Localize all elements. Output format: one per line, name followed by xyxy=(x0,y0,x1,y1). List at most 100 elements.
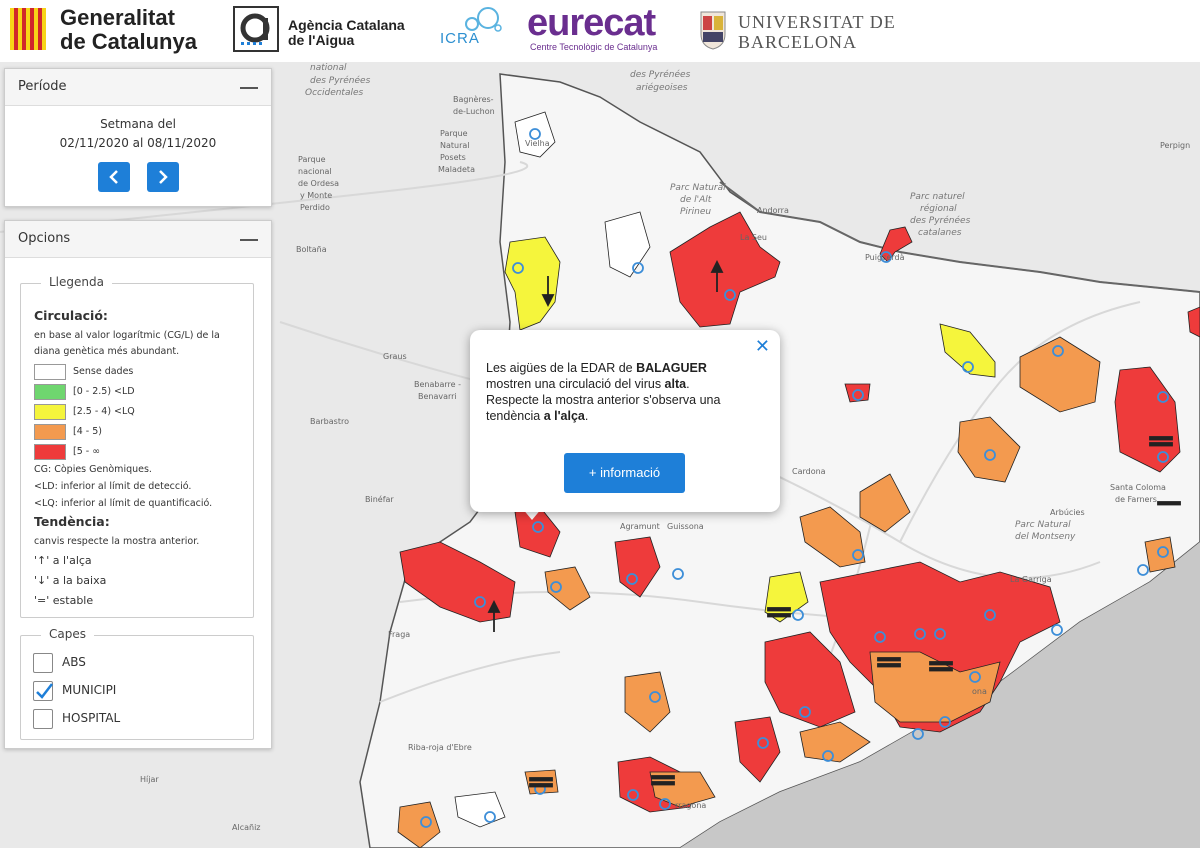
ld-note: <LD: inferior al límit de detecció. xyxy=(34,481,192,492)
svg-text:Boltaña: Boltaña xyxy=(296,245,327,254)
svg-text:Puigcerdà: Puigcerdà xyxy=(865,253,905,262)
eurecat-logo-subtitle: Centre Tecnològic de Catalunya xyxy=(530,42,658,52)
trend-title: Tendència: xyxy=(34,514,110,529)
edar-info-popup: ✕ Les aigües de la EDAR de BALAGUER most… xyxy=(470,330,780,512)
svg-text:Graus: Graus xyxy=(383,352,407,361)
periode-panel-header: Període xyxy=(5,69,271,106)
opcions-panel: Opcions Llegenda Circulació: en base al … xyxy=(4,220,272,749)
legend-class-label: [4 - 5) xyxy=(73,426,102,437)
close-icon[interactable]: ✕ xyxy=(754,336,770,357)
svg-text:Natural: Natural xyxy=(440,141,470,150)
trend-desc: canvis respecte la mostra anterior. xyxy=(34,536,200,547)
circulation-desc: en base al valor logarítmic (CG/L) de la xyxy=(34,330,220,341)
abs-label[interactable]: ABS xyxy=(62,655,86,669)
svg-text:del Montseny: del Montseny xyxy=(1015,532,1076,542)
svg-text:Pirineu: Pirineu xyxy=(680,207,711,217)
opcions-title: Opcions xyxy=(18,231,71,246)
layers-box: Capes ABS MUNICIPI HOSPITAL xyxy=(20,627,254,740)
svg-text:national: national xyxy=(310,63,347,73)
circulation-title: Circulació: xyxy=(34,308,108,323)
map-labels: national des Pyrénées Occidentales natio… xyxy=(140,62,1190,832)
hospital-label[interactable]: HOSPITAL xyxy=(62,711,121,725)
legend-box: Llegenda Circulació: en base al valor lo… xyxy=(20,275,254,618)
svg-text:de Farners: de Farners xyxy=(1115,495,1157,504)
municipality-polygons[interactable] xyxy=(397,111,1200,848)
svg-text:rragona: rragona xyxy=(675,801,706,810)
svg-text:La Seu: La Seu xyxy=(740,233,767,242)
svg-text:des Pyrénées: des Pyrénées xyxy=(310,75,371,86)
legend-class-label: [2.5 - 4) <LQ xyxy=(73,406,135,417)
minimize-icon[interactable] xyxy=(240,239,258,241)
svg-text:Guissona: Guissona xyxy=(667,522,704,531)
legend-class-label: Sense dades xyxy=(73,366,134,377)
svg-text:Andorra: Andorra xyxy=(757,206,789,215)
svg-text:national: national xyxy=(640,62,677,65)
icra-logo-text: ICRA xyxy=(440,30,480,47)
svg-text:Fraga: Fraga xyxy=(388,630,410,639)
svg-text:Arbúcies: Arbúcies xyxy=(1050,508,1085,517)
opcions-panel-header: Opcions xyxy=(5,221,271,258)
svg-text:Híjar: Híjar xyxy=(140,775,159,784)
cg-note: CG: Còpies Genòmiques. xyxy=(34,464,152,475)
chevron-left-icon xyxy=(109,170,118,184)
svg-text:Cardona: Cardona xyxy=(792,467,826,476)
legend-class-label: [5 - ∞ xyxy=(73,446,101,457)
lq-note: <LQ: inferior al límit de quantificació. xyxy=(34,498,213,509)
swatch-orange xyxy=(34,424,66,440)
svg-text:Parc Natural: Parc Natural xyxy=(670,183,726,193)
abs-checkbox[interactable] xyxy=(33,653,53,673)
popup-text: Les aigües de la EDAR de BALAGUER mostre… xyxy=(486,361,721,423)
generalitat-logo-text: Generalitat de Catalunya xyxy=(60,5,197,54)
svg-text:Barbastro: Barbastro xyxy=(310,417,349,426)
ub-logo-text: UNIVERSITAT DE BARCELONA xyxy=(738,12,896,52)
more-info-button[interactable]: + informació xyxy=(564,453,685,493)
svg-text:Santa Coloma: Santa Coloma xyxy=(1110,483,1166,492)
border-line xyxy=(719,181,1200,293)
svg-text:Benabarre -: Benabarre - xyxy=(414,380,461,389)
next-week-button[interactable] xyxy=(147,162,179,192)
eurecat-logo-text: eurecat xyxy=(527,2,656,44)
svg-text:régional: régional xyxy=(920,203,957,214)
svg-text:de-Luchon: de-Luchon xyxy=(453,107,495,116)
svg-text:nacional: nacional xyxy=(298,167,332,176)
svg-text:Occidentales: Occidentales xyxy=(305,88,364,98)
svg-text:Perpign: Perpign xyxy=(1160,141,1190,150)
svg-text:des Pyrénées: des Pyrénées xyxy=(910,215,971,226)
aca-logo-text: Agència Catalana de l'Aigua xyxy=(288,17,405,48)
periode-title: Període xyxy=(18,79,67,94)
ub-shield-icon xyxy=(700,11,726,50)
svg-text:Maladeta: Maladeta xyxy=(438,165,475,174)
svg-text:Posets: Posets xyxy=(440,153,466,162)
svg-text:catalanes: catalanes xyxy=(918,228,962,238)
sea xyxy=(680,542,1200,848)
prev-week-button[interactable] xyxy=(98,162,130,192)
edar-markers[interactable] xyxy=(420,128,1169,828)
svg-text:Perdido: Perdido xyxy=(300,203,330,212)
svg-text:La Garriga: La Garriga xyxy=(1010,575,1052,584)
svg-text:de Ordesa: de Ordesa xyxy=(298,179,339,188)
svg-text:Bagnères-: Bagnères- xyxy=(453,94,494,104)
svg-text:des Pyrénées: des Pyrénées xyxy=(630,69,691,80)
municipi-label[interactable]: MUNICIPI xyxy=(62,683,117,697)
svg-text:Benavarri: Benavarri xyxy=(418,392,457,401)
svg-text:Parc naturel: Parc naturel xyxy=(910,192,965,202)
hospital-checkbox[interactable] xyxy=(33,709,53,729)
municipi-checkbox[interactable] xyxy=(33,681,53,701)
legend-class-label: [0 - 2.5) <LD xyxy=(73,386,135,397)
header-logos: Generalitat de Catalunya Agència Catalan… xyxy=(0,0,1200,63)
svg-text:y Monte: y Monte xyxy=(300,191,332,200)
layers-title: Capes xyxy=(41,627,94,641)
generalitat-flag-icon xyxy=(10,8,46,50)
svg-text:Agramunt: Agramunt xyxy=(620,522,660,531)
swatch-yellow xyxy=(34,404,66,420)
svg-text:Parque: Parque xyxy=(298,155,326,164)
icra-bubbles-icon xyxy=(465,7,502,32)
trend-arrows xyxy=(487,259,1181,788)
legend-title: Llegenda xyxy=(41,275,112,289)
swatch-no-data xyxy=(34,364,66,380)
trend-down: '↓' a la baixa xyxy=(34,574,107,587)
aca-logo-icon xyxy=(233,6,279,52)
minimize-icon[interactable] xyxy=(240,87,258,89)
chevron-right-icon xyxy=(159,170,168,184)
swatch-green xyxy=(34,384,66,400)
